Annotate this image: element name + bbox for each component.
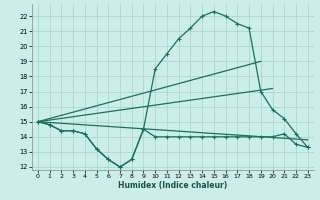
X-axis label: Humidex (Indice chaleur): Humidex (Indice chaleur): [118, 181, 228, 190]
